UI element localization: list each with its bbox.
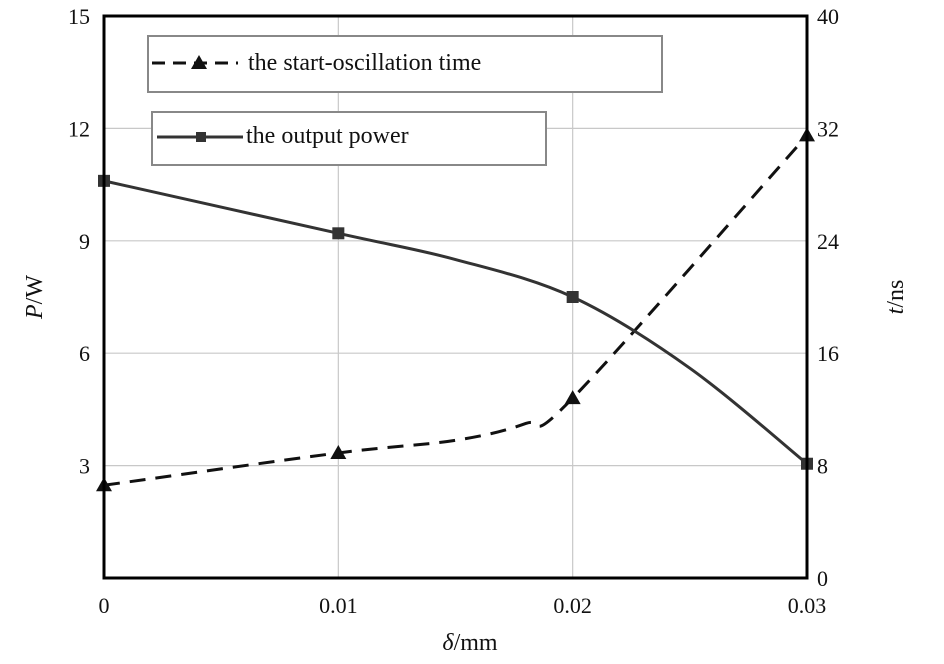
legend-label: the output power [246,123,409,149]
right-y-tick-labels: 0 8 16 24 32 40 [817,4,839,591]
right-y-tick-label: 0 [817,566,828,591]
legend-triangle-marker [191,55,207,69]
start-oscillation-time-line [103,134,809,487]
right-y-tick-label: 40 [817,4,839,29]
legend-start-oscillation: the start-oscillation time [147,35,663,93]
start-oscillation-time-point [564,390,581,405]
legend-label: the start-oscillation time [248,50,481,76]
left-y-tick-label: 9 [79,229,90,254]
left-y-tick-label: 6 [79,341,90,366]
legend-output-power: the output power [151,111,547,166]
legend-box [147,35,663,93]
right-y-tick-label: 8 [817,454,828,479]
right-y-tick-label: 16 [817,341,839,366]
left-y-tick-labels: 3 6 9 12 15 [68,4,90,479]
x-tick-label: 0.01 [319,593,358,618]
left-y-tick-label: 15 [68,4,90,29]
grid [104,16,807,578]
plot-frame [102,14,809,580]
x-tick-labels: 0 0.01 0.02 0.03 [99,593,827,618]
right-y-tick-label: 24 [817,229,839,254]
x-tick-label: 0.02 [553,593,592,618]
right-y-tick-label: 32 [817,116,839,141]
series-lines [103,134,809,487]
left-y-tick-label: 3 [79,454,90,479]
output-power-point [332,227,345,240]
x-axis-label: δ/mm [442,630,497,656]
x-tick-label: 0.03 [788,593,827,618]
left-y-axis-label: P/W [22,275,48,320]
x-tick-label: 0 [99,593,110,618]
right-y-axis-label: t/ns [883,280,909,315]
output-power-point [566,291,579,303]
start-oscillation-time-point [330,444,347,459]
left-y-tick-label: 12 [68,116,90,141]
output-power-line [103,179,808,465]
markers [96,127,815,492]
legend-square-marker [196,132,206,142]
